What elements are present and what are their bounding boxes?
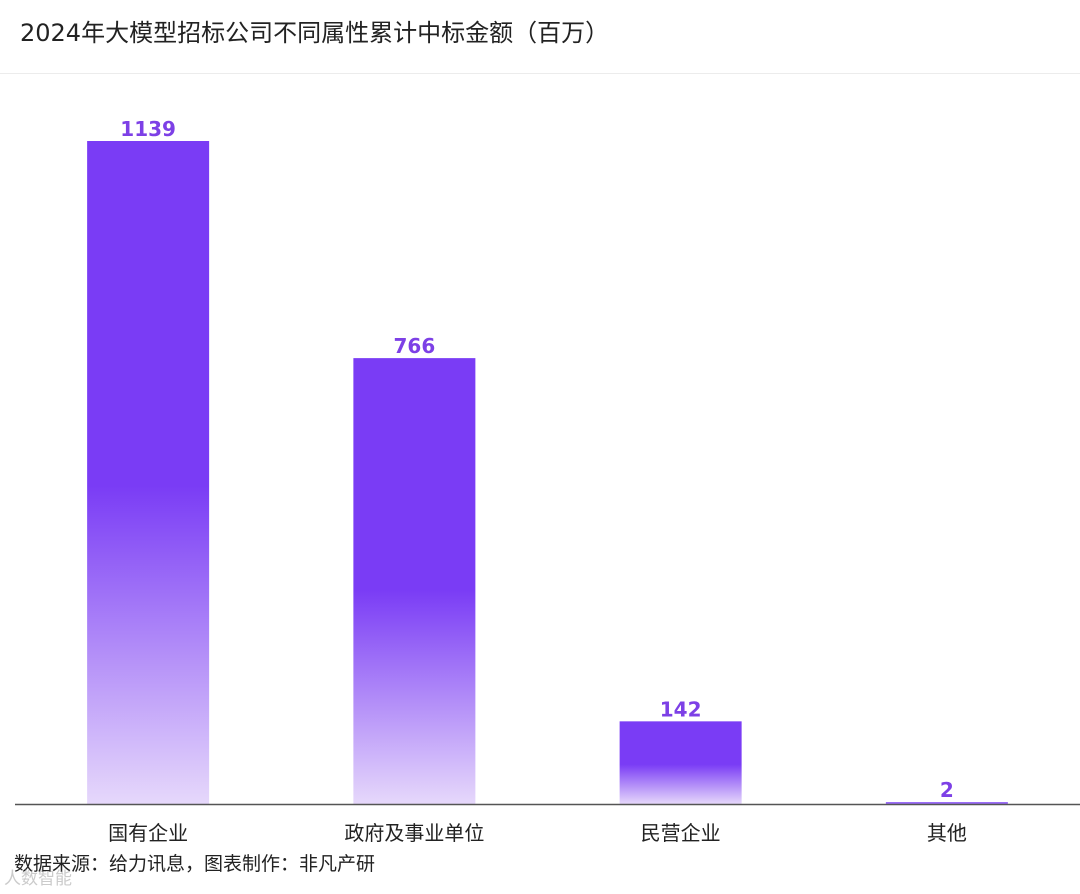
- data-source-note: 数据来源：给力讯息，图表制作：非凡产研: [14, 853, 376, 875]
- bar-2: [619, 721, 742, 804]
- category-label-2: 民营企业: [641, 821, 721, 845]
- bar-3: [885, 802, 1008, 804]
- bar-1: [353, 358, 476, 804]
- chart-title: 2024年大模型招标公司不同属性累计中标金额（百万）: [20, 19, 610, 47]
- category-label-1: 政府及事业单位: [344, 821, 484, 845]
- chart-header: 2024年大模型招标公司不同属性累计中标金额（百万）: [0, 0, 1080, 74]
- category-label-0: 国有企业: [108, 821, 188, 845]
- data-label-2: 142: [660, 697, 702, 721]
- data-label-1: 766: [394, 334, 436, 358]
- bar-0: [87, 141, 210, 804]
- category-label-3: 其他: [927, 821, 967, 845]
- data-label-0: 1139: [120, 117, 176, 141]
- watermark: 人数智能: [4, 869, 72, 889]
- data-label-3: 2: [940, 778, 954, 802]
